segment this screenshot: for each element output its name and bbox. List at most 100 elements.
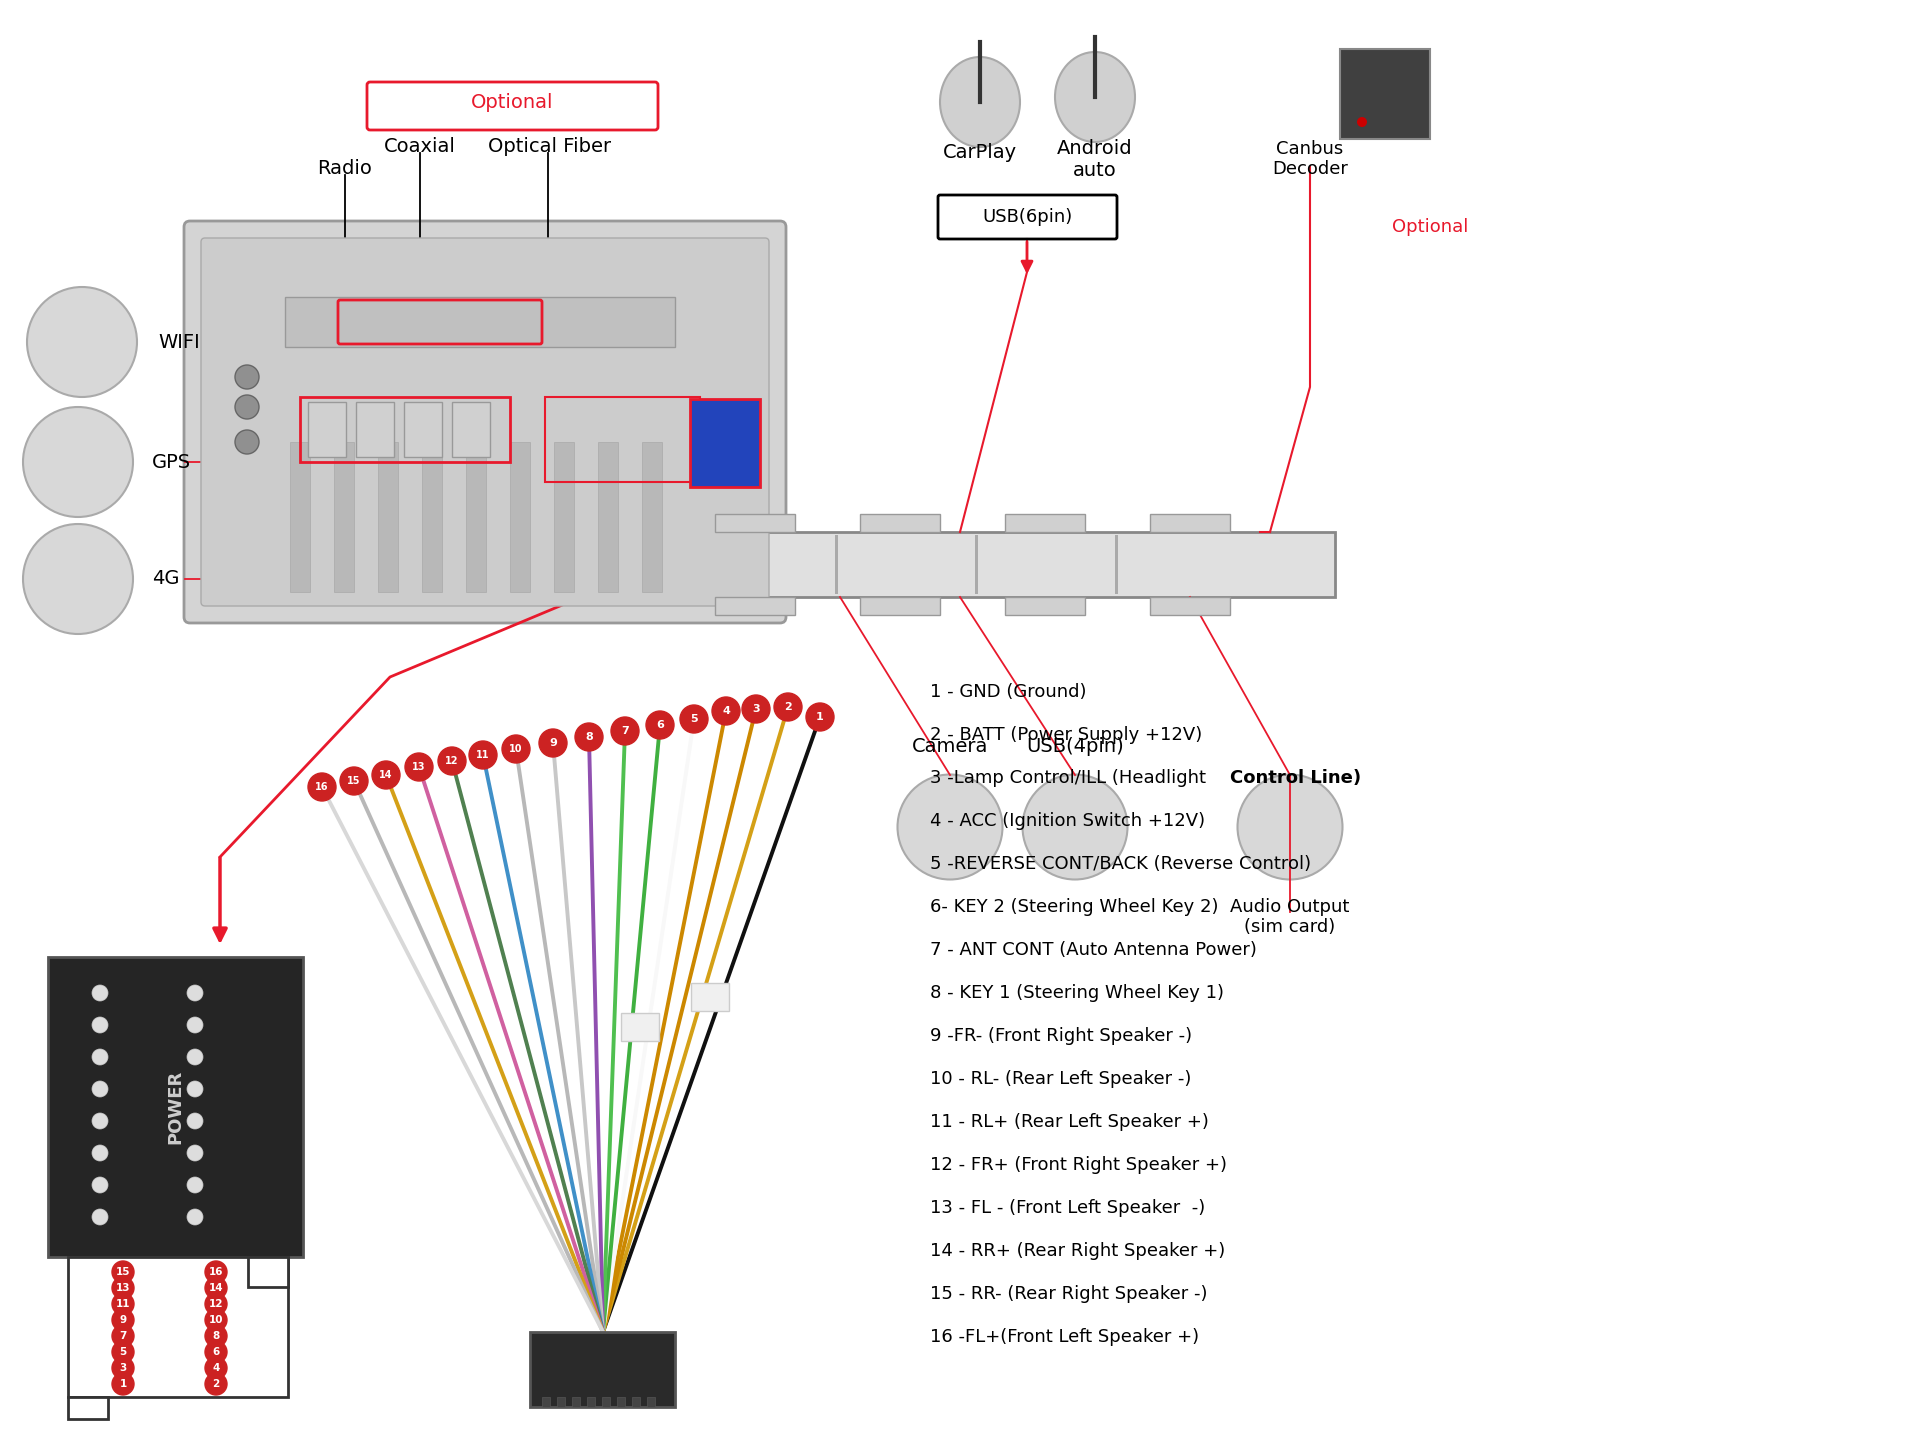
Text: 10: 10 (209, 1315, 223, 1325)
Ellipse shape (23, 407, 132, 517)
Text: 2: 2 (213, 1380, 219, 1390)
Circle shape (741, 696, 770, 723)
Text: 13 - FL - (Front Left Speaker  -): 13 - FL - (Front Left Speaker -) (929, 1198, 1206, 1217)
Circle shape (186, 1209, 204, 1224)
Text: 5: 5 (119, 1346, 127, 1357)
Circle shape (372, 762, 399, 789)
Bar (541, 1397, 549, 1407)
Circle shape (92, 1049, 108, 1065)
Bar (647, 1397, 655, 1407)
Text: 3 -Lamp Control/ILL (Headlight: 3 -Lamp Control/ILL (Headlight (929, 769, 1212, 787)
Circle shape (307, 773, 336, 800)
Ellipse shape (941, 57, 1020, 147)
Text: 16: 16 (315, 782, 328, 792)
Circle shape (186, 1145, 204, 1161)
Circle shape (92, 1177, 108, 1193)
Text: 10 - RL- (Rear Left Speaker -): 10 - RL- (Rear Left Speaker -) (929, 1071, 1192, 1088)
Text: 15: 15 (348, 776, 361, 786)
Text: 2 - BATT (Power Supply +12V): 2 - BATT (Power Supply +12V) (929, 726, 1202, 744)
Bar (48, 957, 303, 1257)
Text: Optical Fiber: Optical Fiber (488, 138, 612, 157)
Bar (307, 402, 346, 457)
Text: 3: 3 (119, 1364, 127, 1372)
Bar (300, 397, 511, 463)
Circle shape (540, 729, 566, 757)
Bar (1004, 514, 1085, 532)
Text: 14: 14 (209, 1283, 223, 1293)
Circle shape (186, 1017, 204, 1033)
Bar (1150, 596, 1231, 615)
Text: GPS: GPS (152, 453, 192, 471)
Bar (334, 443, 353, 592)
Text: 2: 2 (783, 703, 791, 711)
Circle shape (111, 1372, 134, 1395)
Circle shape (186, 1114, 204, 1129)
Text: 15: 15 (115, 1267, 131, 1277)
Circle shape (111, 1262, 134, 1283)
Bar (67, 1397, 108, 1418)
Bar (451, 402, 490, 457)
Circle shape (712, 697, 739, 726)
Text: 11: 11 (476, 750, 490, 760)
Text: 16: 16 (209, 1267, 223, 1277)
Text: 7: 7 (622, 726, 630, 736)
Bar (860, 596, 941, 615)
Circle shape (111, 1309, 134, 1331)
Bar (597, 443, 618, 592)
Text: Canbus
Decoder: Canbus Decoder (1273, 139, 1348, 178)
Circle shape (234, 365, 259, 389)
Bar (695, 532, 1334, 596)
Text: 16 -FL+(Front Left Speaker +): 16 -FL+(Front Left Speaker +) (929, 1328, 1200, 1346)
Circle shape (234, 395, 259, 420)
Text: 9 -FR- (Front Right Speaker -): 9 -FR- (Front Right Speaker -) (929, 1027, 1192, 1045)
Text: Optional: Optional (470, 93, 553, 112)
Bar (860, 514, 941, 532)
Bar (557, 1397, 564, 1407)
Bar (355, 402, 394, 457)
Text: Coaxial: Coaxial (384, 138, 455, 157)
Bar (714, 596, 795, 615)
Bar (975, 535, 977, 593)
Bar (616, 1397, 626, 1407)
Circle shape (111, 1341, 134, 1364)
Text: 9: 9 (549, 739, 557, 749)
Circle shape (111, 1277, 134, 1299)
Text: Control Line): Control Line) (1231, 769, 1361, 787)
Circle shape (1357, 116, 1367, 126)
Ellipse shape (1238, 775, 1342, 879)
Circle shape (574, 723, 603, 752)
Ellipse shape (1054, 52, 1135, 142)
Bar (1340, 49, 1430, 139)
Text: 14 - RR+ (Rear Right Speaker +): 14 - RR+ (Rear Right Speaker +) (929, 1242, 1225, 1260)
FancyBboxPatch shape (184, 221, 785, 624)
Circle shape (111, 1357, 134, 1380)
Circle shape (205, 1309, 227, 1331)
Text: 1 - GND (Ground): 1 - GND (Ground) (929, 683, 1087, 701)
Text: 4 - ACC (Ignition Switch +12V): 4 - ACC (Ignition Switch +12V) (929, 812, 1206, 831)
Circle shape (611, 717, 639, 744)
Bar (67, 1257, 288, 1397)
Text: 5: 5 (689, 714, 697, 724)
Ellipse shape (23, 525, 132, 634)
Text: USB(4pin): USB(4pin) (1025, 737, 1123, 756)
Bar (641, 443, 662, 592)
Circle shape (205, 1262, 227, 1283)
Circle shape (205, 1372, 227, 1395)
Circle shape (205, 1325, 227, 1346)
Bar (403, 402, 442, 457)
Text: WIFI: WIFI (157, 332, 200, 352)
Circle shape (205, 1277, 227, 1299)
Circle shape (111, 1293, 134, 1315)
Text: 4G: 4G (152, 569, 179, 589)
Circle shape (234, 430, 259, 454)
Bar (689, 399, 760, 487)
Text: 15 - RR- (Rear Right Speaker -): 15 - RR- (Rear Right Speaker -) (929, 1285, 1208, 1303)
Text: 4: 4 (722, 706, 730, 716)
Bar (1150, 514, 1231, 532)
Text: 8 - KEY 1 (Steering Wheel Key 1): 8 - KEY 1 (Steering Wheel Key 1) (929, 984, 1225, 1002)
Circle shape (186, 1049, 204, 1065)
Text: 8: 8 (213, 1331, 219, 1341)
Text: 6- KEY 2 (Steering Wheel Key 2): 6- KEY 2 (Steering Wheel Key 2) (929, 898, 1219, 915)
Circle shape (340, 767, 369, 795)
Circle shape (405, 753, 434, 780)
